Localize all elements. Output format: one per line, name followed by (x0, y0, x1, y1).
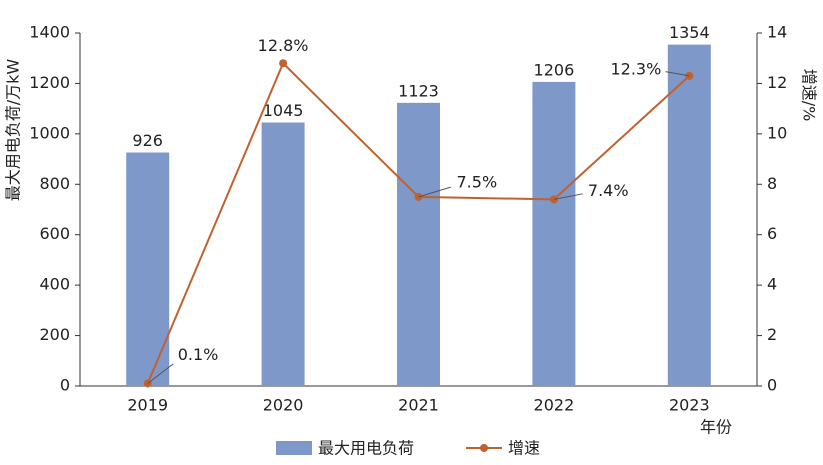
bar (532, 81, 576, 386)
y-tick-label: 600 (39, 224, 70, 243)
y2-tick-label: 0 (767, 376, 777, 395)
y-tick-label: 1200 (29, 73, 70, 92)
y2-tick-label: 4 (767, 275, 777, 294)
line-value-label: 0.1% (178, 345, 219, 364)
y2-tick-label: 10 (767, 123, 787, 142)
bar-value-label: 926 (132, 131, 163, 150)
y2-tick-label: 2 (767, 325, 777, 344)
y2-tick-label: 14 (767, 23, 787, 42)
leader-line (147, 363, 174, 384)
y-axis-label: 最大用电负荷/万kW (4, 59, 23, 202)
bar-value-label: 1206 (534, 60, 575, 79)
line-value-label: 12.8% (258, 36, 309, 55)
line-point (279, 59, 288, 68)
x-tick-label: 2023 (669, 396, 710, 415)
x-tick-label: 2020 (263, 396, 304, 415)
line-value-label: 7.4% (588, 181, 629, 200)
bar (261, 122, 305, 386)
line-value-label: 7.5% (457, 172, 498, 191)
leader-line (418, 186, 451, 198)
y-tick-label: 400 (39, 275, 70, 294)
legend-swatch-dot (480, 444, 488, 452)
y-tick-label: 800 (39, 174, 70, 193)
y-tick-label: 0 (60, 376, 70, 395)
bar-value-label: 1123 (398, 81, 439, 100)
legend-label: 最大用电负荷 (318, 439, 414, 458)
y2-tick-label: 8 (767, 174, 777, 193)
bar (126, 152, 170, 386)
bar-value-label: 1354 (669, 23, 710, 42)
y-tick-label: 1000 (29, 123, 70, 142)
leader-line (665, 71, 690, 77)
legend-label: 增速 (508, 439, 540, 458)
x-tick-label: 2019 (127, 396, 168, 415)
bar (667, 44, 711, 386)
x-tick-label: 2022 (534, 396, 575, 415)
legend-swatch (276, 441, 312, 455)
y2-axis-label: 增速/% (800, 69, 819, 122)
x-tick-label: 2021 (398, 396, 439, 415)
line-value-label: 12.3% (610, 59, 661, 78)
x-axis-label: 年份 (700, 418, 732, 437)
bar (397, 102, 440, 387)
y2-tick-label: 12 (767, 73, 787, 92)
leader-line (553, 193, 583, 200)
y-tick-label: 200 (39, 325, 70, 344)
y2-tick-label: 6 (767, 224, 777, 243)
bar-value-label: 1045 (263, 101, 304, 120)
y-tick-label: 1400 (29, 23, 70, 42)
